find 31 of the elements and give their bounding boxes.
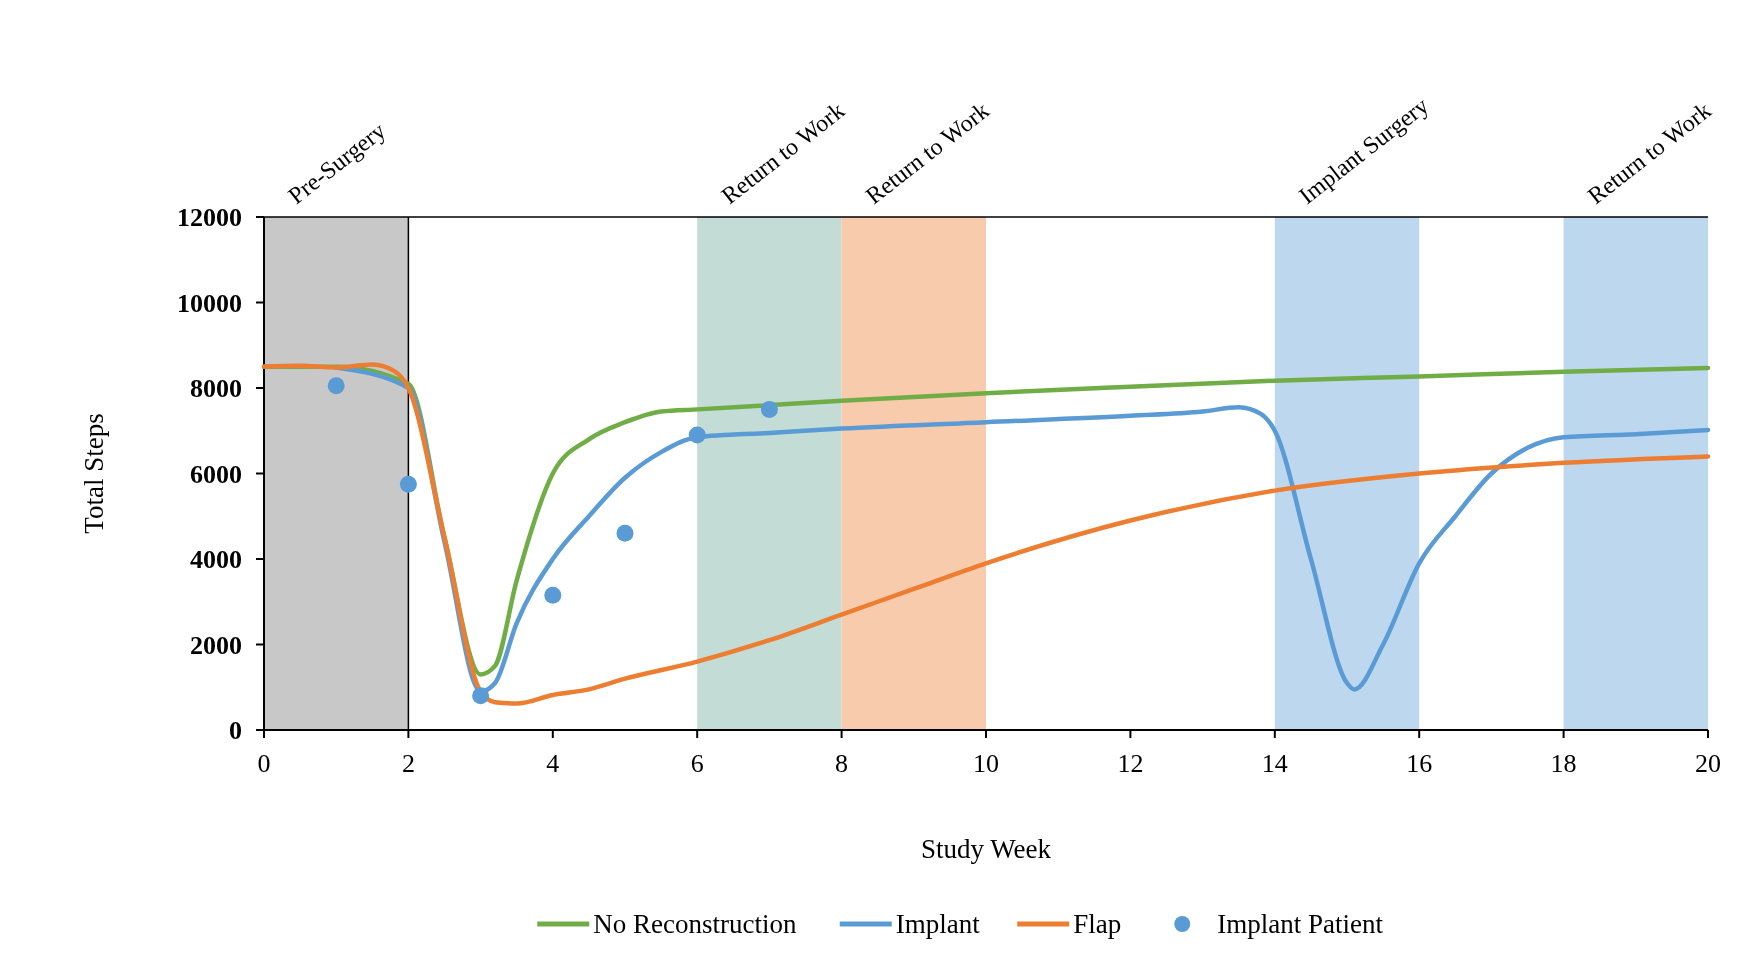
- legend-label: Flap: [1073, 909, 1122, 939]
- point: [327, 377, 345, 395]
- point: [760, 400, 778, 418]
- x-tick-label: 8: [835, 749, 849, 778]
- x-tick-label: 10: [973, 749, 999, 778]
- x-tick-label: 2: [401, 749, 415, 778]
- y-tick-label: 6000: [190, 459, 242, 489]
- point: [472, 687, 490, 705]
- legend-label: Implant: [895, 909, 981, 939]
- x-tick-label: 20: [1695, 749, 1721, 778]
- point: [616, 524, 634, 542]
- y-tick-label: 2000: [190, 630, 242, 660]
- x-axis-title: Study Week: [920, 834, 1052, 864]
- point: [688, 426, 706, 444]
- x-tick-label: 0: [257, 749, 271, 778]
- x-tick-label: 12: [1117, 749, 1144, 778]
- x-tick-label: 6: [690, 749, 704, 778]
- y-tick-label: 0: [229, 716, 242, 745]
- x-tick-label: 16: [1406, 749, 1433, 778]
- y-tick-label: 10000: [177, 288, 242, 318]
- x-tick-label: 18: [1550, 749, 1577, 778]
- y-tick-label: 12000: [177, 203, 242, 232]
- x-tick-label: 14: [1261, 749, 1288, 778]
- y-axis-title: Total Steps: [79, 413, 109, 534]
- point: [399, 475, 417, 493]
- x-tick-label: 4: [546, 749, 560, 778]
- y-tick-label: 4000: [190, 545, 242, 574]
- legend-label: No Reconstruction: [593, 909, 797, 939]
- legend-label: Implant Patient: [1217, 909, 1384, 939]
- y-tick-label: 8000: [190, 374, 242, 403]
- point: [544, 586, 562, 604]
